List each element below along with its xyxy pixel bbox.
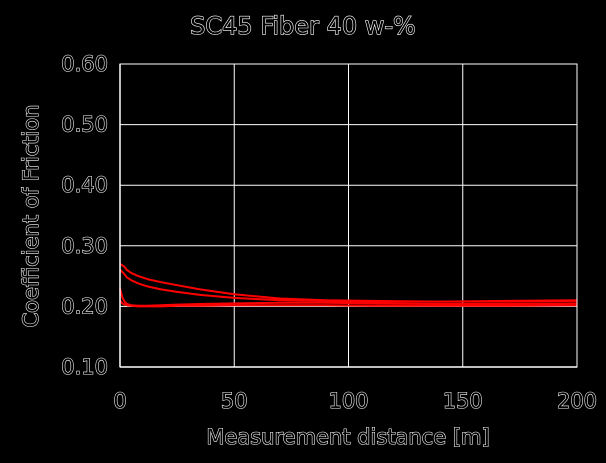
x-tick-label: 100 — [328, 389, 368, 413]
series-line-3 — [119, 287, 578, 307]
x-axis-ticks: 0 50 100 150 200 — [113, 388, 598, 413]
x-tick-label: 50 — [221, 389, 248, 413]
y-tick-label: 0.20 — [61, 294, 108, 318]
x-axis-label: Measurement distance [m] — [206, 425, 489, 449]
series-line-4 — [119, 299, 578, 308]
y-tick-label: 0.10 — [61, 355, 108, 379]
series-line-2 — [119, 269, 578, 303]
x-tick-label: 200 — [557, 389, 597, 413]
chart-title: SC45 Fiber 40 w-% — [190, 12, 416, 40]
y-tick-label: 0.30 — [61, 234, 108, 258]
plot-frame — [119, 63, 578, 368]
y-tick-label: 0.60 — [61, 52, 108, 76]
y-tick-label: 0.40 — [61, 173, 108, 197]
x-tick-label: 150 — [443, 389, 483, 413]
x-tick-label: 0 — [113, 389, 126, 413]
series-layer — [119, 263, 578, 308]
y-axis-ticks: 0.10 0.20 0.30 0.40 0.50 0.60 — [61, 51, 109, 379]
y-tick-label: 0.50 — [61, 113, 108, 137]
y-axis-label: Coefficient of Friction — [19, 105, 43, 328]
